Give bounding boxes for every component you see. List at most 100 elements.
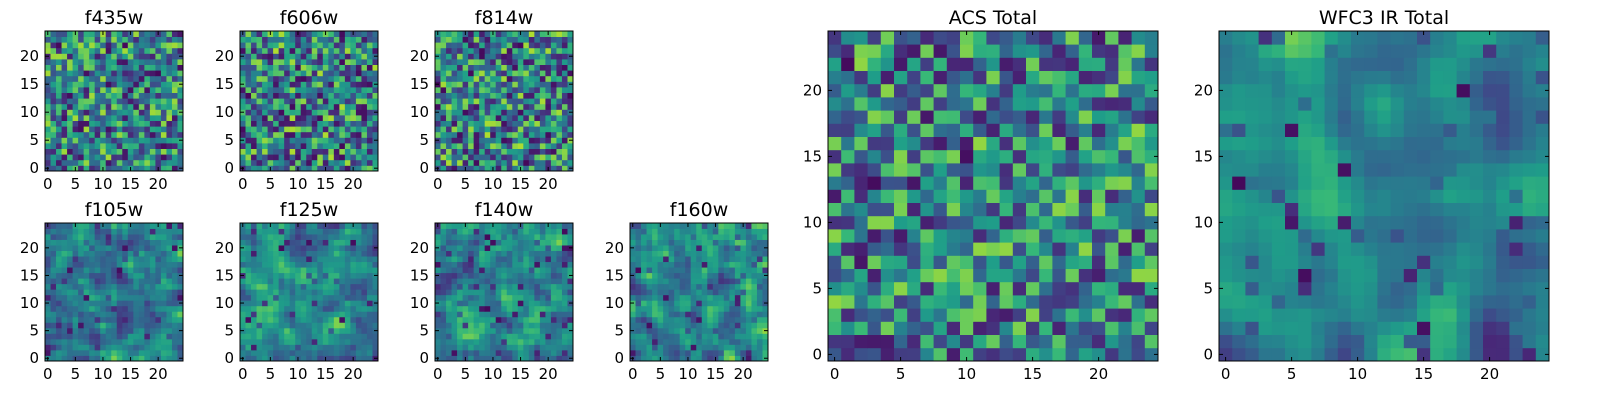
heatmap-cell <box>435 126 441 133</box>
heatmap-cell <box>701 316 708 323</box>
heatmap-cell <box>89 109 96 116</box>
heatmap-cell <box>262 256 268 263</box>
heatmap-cell <box>83 64 90 71</box>
heatmap-cell <box>451 31 458 37</box>
heatmap-cell <box>550 126 557 133</box>
heatmap-cell <box>517 234 524 240</box>
heatmap-cell <box>116 143 123 149</box>
heatmap-cell <box>67 31 73 37</box>
heatmap-cell <box>701 272 708 279</box>
heatmap-cell <box>72 81 79 88</box>
heatmap-cell <box>155 261 162 268</box>
heatmap-cell <box>1078 242 1093 256</box>
heatmap-cell <box>657 228 664 235</box>
heatmap-cell <box>663 322 670 329</box>
heatmap-cell <box>300 159 307 166</box>
heatmap-cell <box>468 316 475 323</box>
heatmap-cell <box>256 256 263 263</box>
heatmap-cell <box>94 289 101 296</box>
heatmap-cell <box>907 321 921 335</box>
heatmap-cell <box>267 267 274 274</box>
heatmap-cell <box>94 261 101 268</box>
heatmap-cell <box>545 261 552 268</box>
heatmap-cell <box>284 64 291 71</box>
heatmap-cell <box>105 53 112 60</box>
heatmap-cell <box>322 126 329 133</box>
y-tick-label: 5 <box>29 322 39 340</box>
heatmap-cell <box>122 283 129 290</box>
heatmap-cell <box>539 98 546 105</box>
heatmap-cell <box>177 143 184 149</box>
heatmap-cell <box>171 338 178 345</box>
heatmap-cell <box>1052 347 1066 362</box>
heatmap-cell <box>528 31 535 37</box>
heatmap-cell <box>240 75 246 82</box>
heatmap-cell <box>745 349 752 356</box>
heatmap-cell <box>317 344 324 351</box>
heatmap-cell <box>1092 268 1106 283</box>
heatmap-cell <box>344 53 351 60</box>
heatmap-cell <box>523 109 530 116</box>
heatmap-cell <box>111 355 118 362</box>
heatmap-cell <box>56 305 62 312</box>
heatmap-cell <box>690 349 697 356</box>
heatmap-cell <box>550 115 557 121</box>
heatmap-cell <box>484 75 491 82</box>
heatmap-cell <box>539 283 546 290</box>
heatmap-cell <box>111 294 118 301</box>
heatmap-cell <box>646 300 653 307</box>
heatmap-cell <box>718 338 725 345</box>
heatmap-cell <box>289 81 296 88</box>
heatmap-cell <box>245 131 252 138</box>
heatmap-cell <box>56 278 62 285</box>
heatmap-cell <box>630 278 636 285</box>
heatmap-cell <box>1131 334 1146 349</box>
heatmap-cell <box>245 137 252 144</box>
heatmap-cell <box>333 316 340 323</box>
heatmap-cell <box>284 81 291 88</box>
heatmap-cell <box>674 234 681 240</box>
heatmap-cell <box>468 278 475 285</box>
heatmap-cell <box>122 338 129 345</box>
heatmap-cell <box>94 322 101 329</box>
heatmap-cell <box>512 223 519 229</box>
heatmap-cell <box>256 300 263 307</box>
heatmap-cell <box>317 256 324 263</box>
heatmap-cell <box>295 349 302 356</box>
heatmap-cell <box>256 148 263 155</box>
heatmap-cell <box>306 64 313 71</box>
heatmap-cell <box>1144 347 1159 362</box>
heatmap-cell <box>355 223 362 229</box>
heatmap-cell <box>534 92 541 99</box>
heatmap-cell <box>1026 189 1040 203</box>
heatmap-cell <box>490 87 497 93</box>
heatmap-cell <box>685 234 692 240</box>
heatmap-cell <box>539 64 546 71</box>
heatmap-cell <box>78 64 85 71</box>
heatmap-cell <box>534 344 541 351</box>
heatmap-cell <box>278 234 285 240</box>
heatmap-cell <box>111 148 118 155</box>
heatmap-cell <box>986 229 1000 243</box>
heatmap-cell <box>740 261 747 268</box>
heatmap-cell <box>451 126 458 133</box>
heatmap-cell <box>457 344 463 351</box>
heatmap-cell <box>311 316 318 323</box>
heatmap-cell <box>490 327 497 334</box>
heatmap-cell <box>144 98 151 105</box>
heatmap-cell <box>506 261 513 268</box>
heatmap-cell <box>262 355 268 362</box>
heatmap-cell <box>1144 308 1159 322</box>
panel-title: f125w <box>280 199 339 221</box>
heatmap-cell <box>295 59 302 65</box>
heatmap-cell <box>986 176 1000 190</box>
heatmap-cell <box>517 70 524 77</box>
heatmap-cell <box>116 115 123 121</box>
heatmap-cell <box>116 234 123 240</box>
heatmap-cell <box>105 228 112 235</box>
heatmap-cell <box>462 42 469 49</box>
heatmap-cell <box>712 267 719 274</box>
heatmap-cell <box>350 338 357 345</box>
heatmap-cell <box>657 289 664 296</box>
heatmap-cell <box>45 87 51 93</box>
